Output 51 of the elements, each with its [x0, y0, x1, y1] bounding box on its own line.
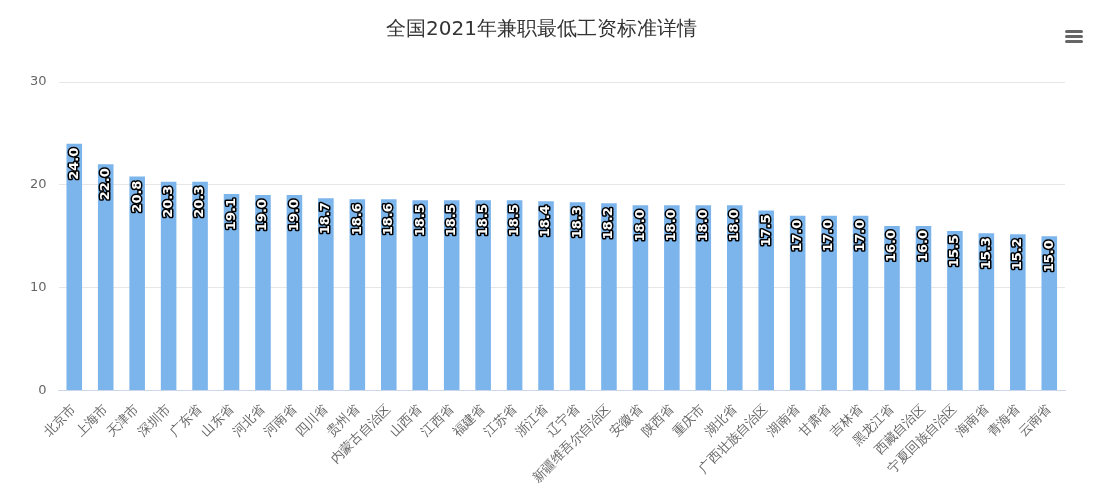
- data-label: 20.8: [128, 180, 144, 213]
- bar: [255, 195, 271, 390]
- data-label: 18.4: [537, 205, 553, 238]
- data-label: 19.1: [222, 198, 238, 231]
- data-label: 15.2: [1009, 238, 1025, 271]
- bar: [381, 199, 397, 390]
- data-label: 19.0: [285, 199, 301, 232]
- y-tick-label: 0: [38, 381, 47, 397]
- data-label: 22.0: [97, 168, 113, 201]
- data-label: 18.0: [726, 209, 742, 242]
- data-label: 16.0: [914, 229, 930, 263]
- data-label: 16.0: [883, 229, 899, 263]
- bar: [192, 181, 208, 390]
- data-label: 18.6: [348, 203, 364, 236]
- data-label: 18.5: [505, 204, 521, 237]
- bar: [412, 200, 429, 390]
- data-label: 20.3: [160, 185, 175, 218]
- bar: [97, 164, 114, 390]
- data-label: 18.5: [411, 204, 427, 237]
- data-label: 17.0: [789, 219, 805, 252]
- data-label: 18.5: [443, 204, 459, 237]
- data-label: 17.5: [757, 214, 773, 247]
- chart-title: 全国2021年兼职最低工资标准详情: [386, 16, 697, 41]
- bar: [66, 143, 83, 390]
- data-label: 20.3: [191, 185, 207, 218]
- data-label: 18.5: [474, 204, 490, 237]
- x-tick-label: 北京市: [40, 400, 79, 440]
- data-label: 17.0: [820, 219, 836, 252]
- data-label: 18.6: [380, 203, 396, 236]
- y-tick-label: 10: [30, 279, 47, 294]
- bar: [129, 176, 145, 390]
- data-label: 18.0: [631, 209, 647, 242]
- bar: [475, 200, 491, 390]
- y-tick-label: 30: [30, 73, 47, 89]
- data-label: 19.0: [254, 199, 270, 232]
- bar: [726, 205, 743, 390]
- data-label: 18.0: [694, 209, 710, 242]
- data-label: 15.5: [946, 235, 962, 268]
- data-label: 18.2: [600, 207, 616, 240]
- data-label: 18.3: [568, 206, 584, 239]
- data-label: 18.7: [317, 202, 333, 235]
- y-tick-label: 20: [30, 176, 47, 192]
- data-label: 18.0: [663, 209, 679, 242]
- bar: [601, 203, 617, 390]
- data-label: 15.3: [977, 237, 993, 270]
- bar: [538, 201, 554, 390]
- bar: [664, 205, 680, 390]
- data-label: 24.0: [65, 147, 81, 180]
- data-label: 15.0: [1040, 240, 1056, 273]
- bar: [318, 198, 334, 390]
- data-label: 17.0: [851, 219, 867, 252]
